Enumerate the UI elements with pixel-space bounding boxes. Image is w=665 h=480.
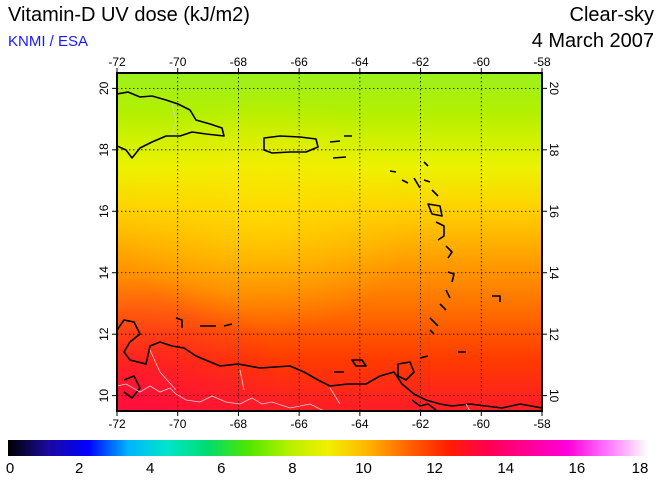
sky-condition-label: Clear-sky (569, 4, 654, 26)
map-field (117, 73, 542, 411)
coast-hispaniola (117, 91, 225, 159)
colorbar-label: 16 (568, 460, 586, 477)
map-border (116, 72, 543, 412)
colorbar-label: 18 (631, 460, 649, 477)
lon-label-bottom: -60 (473, 417, 491, 431)
coast-virgin-islands (329, 135, 352, 159)
colorbar-label: 14 (497, 460, 515, 477)
borders (117, 103, 471, 411)
coast-orinoco (411, 399, 437, 411)
lat-label-left: 20 (97, 81, 111, 95)
lat-label-right: 18 (547, 143, 561, 157)
uv-dose-map: -72 -70 -68 -66 -64 -62 -60 -58 -72 -70 -68 -66 -64… (97, 55, 561, 431)
coast-leeward-islands (389, 161, 455, 335)
lon-label-top: -68 (230, 55, 248, 69)
coast-lake-maracaibo (123, 375, 141, 399)
lat-label-right: 12 (547, 328, 561, 342)
coast-puerto-rico (263, 135, 319, 154)
border-colombia-venezuela (117, 383, 325, 411)
coastlines (117, 91, 542, 411)
lon-label-top: -60 (473, 55, 491, 69)
coast-south-america (117, 319, 542, 409)
lon-label-top: -62 (412, 55, 430, 69)
lat-label-right: 10 (547, 389, 561, 403)
credit-label: KNMI / ESA (8, 33, 89, 50)
lon-label-top: -72 (108, 55, 126, 69)
map-grid (117, 73, 542, 411)
lon-label-bottom: -72 (108, 417, 126, 431)
map-title: Vitamin-D UV dose (kJ/m2) (8, 4, 250, 26)
border-inland (149, 349, 471, 411)
lon-label-bottom: -62 (412, 417, 430, 431)
lat-label-left: 12 (97, 327, 111, 341)
colorbar-label: 2 (74, 460, 84, 477)
lon-label-top: -58 (533, 55, 551, 69)
lat-label-left: 16 (97, 204, 111, 218)
lat-label-left: 10 (97, 389, 111, 403)
lat-labels-left: 10 12 14 16 18 20 (97, 81, 111, 402)
lat-label-right: 20 (547, 82, 561, 96)
lat-label-left: 18 (97, 143, 111, 157)
lon-label-bottom: -70 (169, 417, 187, 431)
coast-trinidad (397, 355, 429, 381)
lon-label-bottom: -64 (351, 417, 369, 431)
colorbar-label: 12 (426, 460, 443, 477)
lon-label-top: -70 (169, 55, 187, 69)
lon-label-bottom: -58 (533, 417, 551, 431)
lat-label-left: 14 (97, 266, 111, 280)
colorbar-label: 6 (217, 460, 226, 477)
lon-label-top: -64 (351, 55, 369, 69)
tick-marks (112, 68, 547, 416)
lon-label-top: -66 (290, 55, 308, 69)
date-label: 4 March 2007 (531, 30, 654, 52)
colorbar-label: 4 (146, 460, 155, 477)
coast-barbados (492, 295, 501, 302)
colorbar-label: 8 (288, 460, 297, 477)
coast-abc-islands (175, 317, 466, 373)
lat-label-right: 14 (547, 266, 561, 280)
colorbar-label: 10 (355, 460, 372, 477)
lat-label-right: 16 (547, 205, 561, 219)
lat-labels-right: 10 12 14 16 18 20 (547, 82, 561, 403)
colorbar (8, 440, 648, 456)
colorbar-label: 0 (5, 460, 15, 477)
lon-label-bottom: -66 (290, 417, 308, 431)
lon-labels-top: -72 -70 -68 -66 -64 -62 -60 -58 (108, 55, 551, 69)
lon-labels-bottom: -72 -70 -68 -66 -64 -62 -60 -58 (108, 417, 551, 431)
lon-label-bottom: -68 (230, 417, 248, 431)
border-haiti-dr (171, 103, 177, 135)
